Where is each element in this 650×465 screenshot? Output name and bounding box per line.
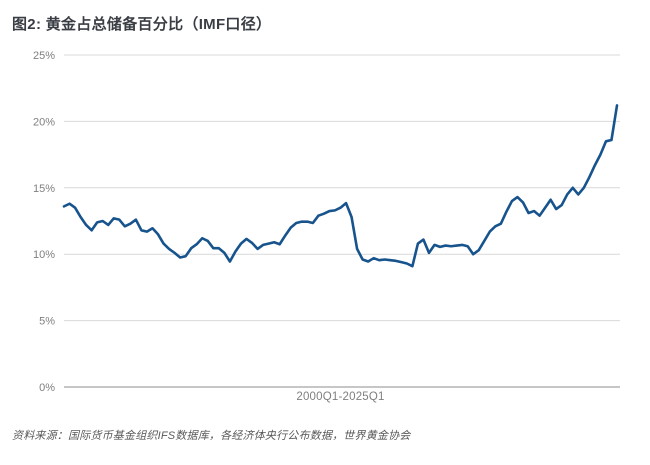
y-tick-label: 20% xyxy=(33,116,55,128)
y-tick-label: 10% xyxy=(33,249,55,261)
source-note: 资料来源：国际货币基金组织IFS数据库，各经济体央行公布数据，世界黄金协会 xyxy=(12,430,411,442)
data-series-line xyxy=(62,104,619,268)
line-chart: 0% 5% 10% 15% 20% 25% xyxy=(0,40,650,412)
y-tick-label: 0% xyxy=(39,382,55,394)
y-tick-label: 5% xyxy=(39,316,55,328)
x-axis-label: 2000Q1-2025Q1 xyxy=(296,391,385,403)
y-tick-label: 15% xyxy=(33,183,55,195)
y-tick-label: 25% xyxy=(33,50,55,62)
chart-canvas: 0% 5% 10% 15% 20% 25% xyxy=(33,50,620,394)
chart-title: 图2: 黄金占总储备百分比（IMF口径） xyxy=(12,16,272,33)
